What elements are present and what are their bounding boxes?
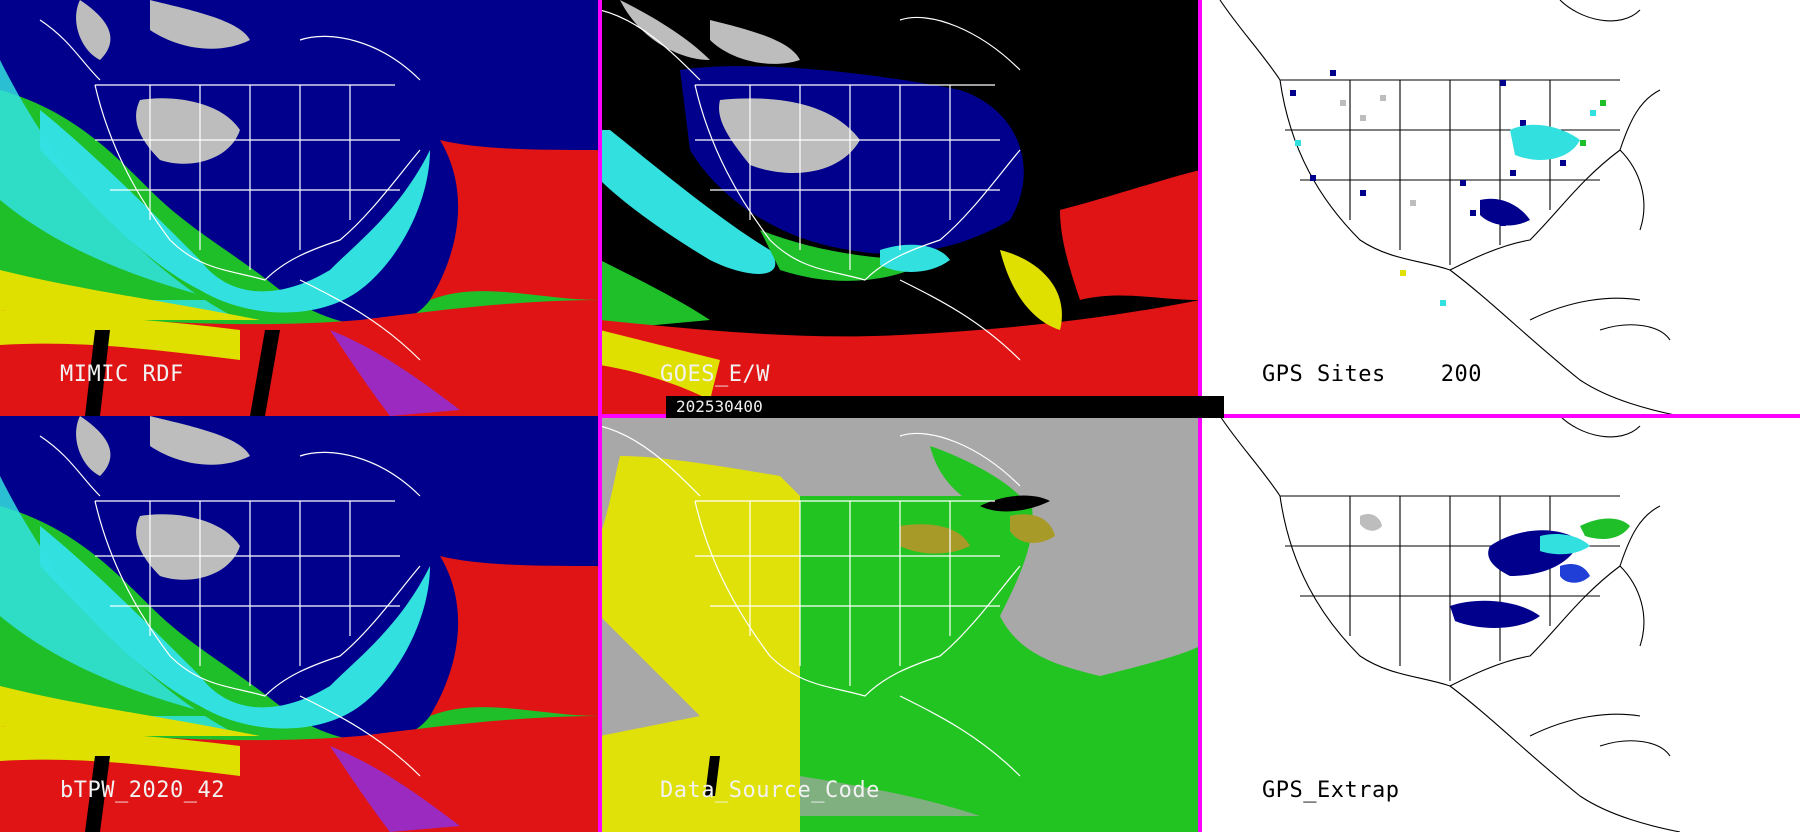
gps-site-markers — [1290, 70, 1606, 306]
gps-sites-map — [1200, 0, 1800, 416]
gps-sites-count: 200 — [1440, 362, 1482, 387]
timestamp-label: 202530400 — [666, 396, 1224, 418]
panel-label: GPS_Extrap — [1262, 778, 1400, 803]
panel-gps-sites: GPS Sites 200 — [1200, 0, 1800, 416]
panel-mimic-rdf: MIMIC RDF — [0, 0, 600, 416]
mimic-rdf-map — [0, 0, 600, 416]
panel-gps-extrap: GPS_Extrap — [1200, 416, 1800, 832]
panel-label: bTPW_2020_42 — [60, 778, 225, 803]
panel-label: GOES_E/W — [660, 362, 770, 387]
goes-ew-map — [600, 0, 1200, 416]
panel-btpw: bTPW_2020_42 — [0, 416, 600, 832]
data-source-code-map — [600, 416, 1200, 832]
gps-extrap-map — [1200, 416, 1800, 832]
panel-goes-ew: GOES_E/W — [600, 0, 1200, 416]
panel-label: Data_Source_Code — [660, 778, 880, 803]
gps-sites-title: GPS Sites — [1262, 362, 1386, 387]
panel-label: MIMIC RDF — [60, 362, 184, 387]
panel-label: GPS Sites 200 — [1262, 362, 1482, 387]
panel-data-source-code: Data_Source_Code — [600, 416, 1200, 832]
btpw-map — [0, 416, 600, 832]
